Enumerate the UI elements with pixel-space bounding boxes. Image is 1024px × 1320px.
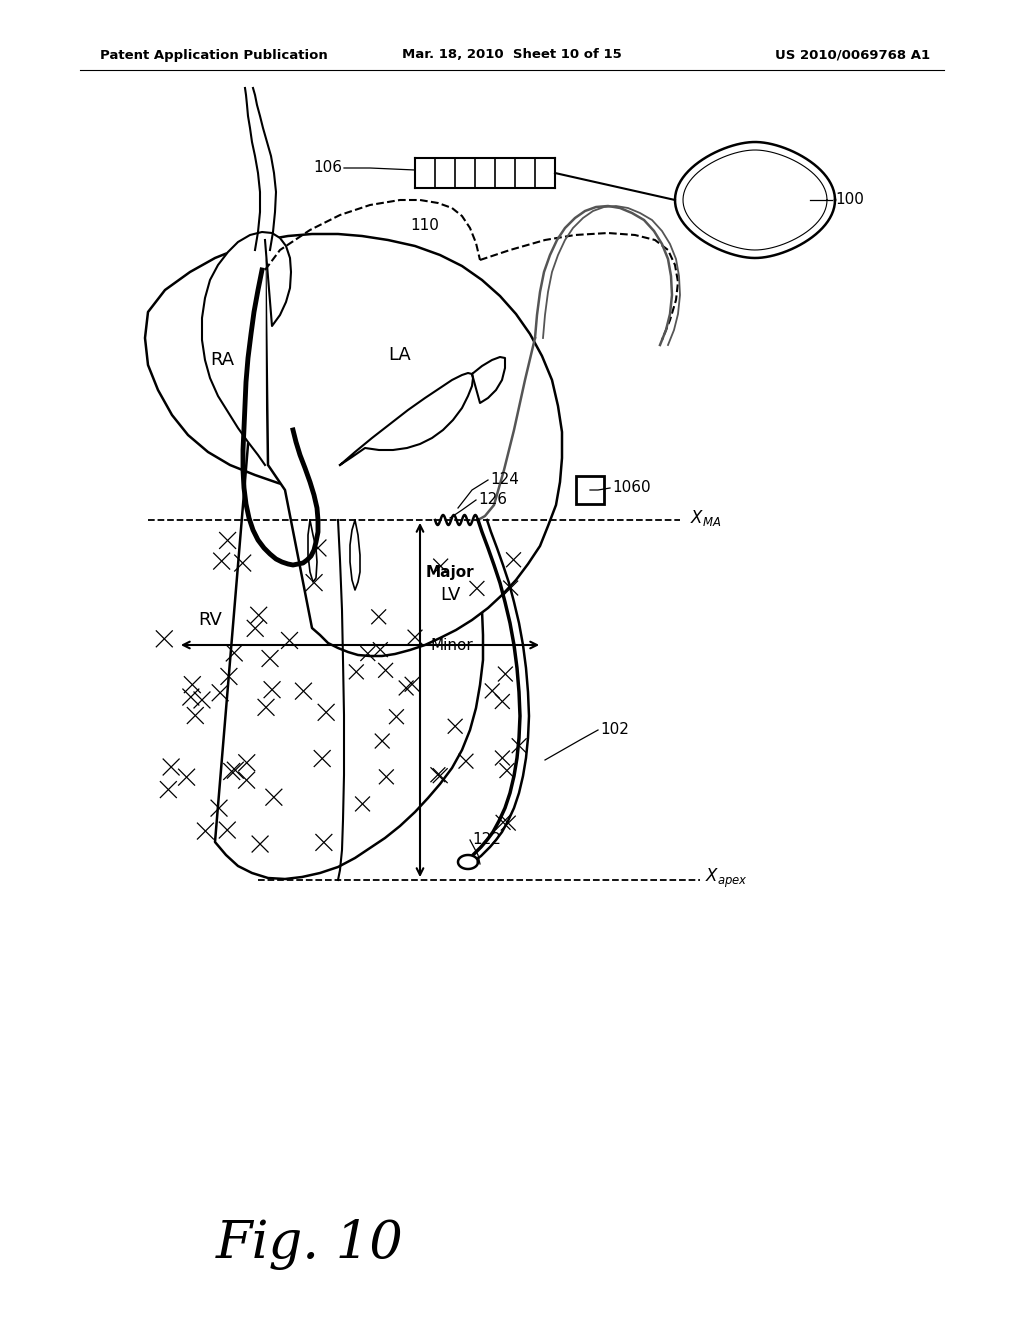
Polygon shape	[145, 240, 483, 879]
Text: Mar. 18, 2010  Sheet 10 of 15: Mar. 18, 2010 Sheet 10 of 15	[402, 49, 622, 62]
Polygon shape	[202, 232, 291, 465]
Text: Minor: Minor	[431, 638, 473, 652]
Polygon shape	[308, 520, 317, 582]
Text: $X_{apex}$: $X_{apex}$	[705, 866, 748, 890]
Text: RA: RA	[210, 351, 234, 370]
Polygon shape	[340, 374, 473, 465]
Text: Major: Major	[426, 565, 474, 579]
Text: Patent Application Publication: Patent Application Publication	[100, 49, 328, 62]
Polygon shape	[675, 143, 835, 257]
Bar	[575, 477, 604, 504]
Text: 100: 100	[835, 193, 864, 207]
Text: 1060: 1060	[612, 480, 650, 495]
Polygon shape	[265, 234, 562, 656]
Polygon shape	[350, 520, 360, 590]
Text: US 2010/0069768 A1: US 2010/0069768 A1	[775, 49, 930, 62]
Text: 106: 106	[313, 161, 342, 176]
Text: $X_{MA}$: $X_{MA}$	[690, 508, 721, 528]
Text: LV: LV	[440, 586, 460, 605]
Text: 126: 126	[478, 492, 507, 507]
Text: RV: RV	[198, 611, 222, 630]
Text: 124: 124	[490, 473, 519, 487]
Polygon shape	[472, 356, 505, 403]
Text: 102: 102	[600, 722, 629, 738]
Polygon shape	[458, 855, 478, 869]
Text: 110: 110	[411, 218, 439, 232]
Text: 122: 122	[472, 833, 501, 847]
Text: Fig. 10: Fig. 10	[216, 1220, 403, 1270]
Text: LA: LA	[389, 346, 412, 364]
